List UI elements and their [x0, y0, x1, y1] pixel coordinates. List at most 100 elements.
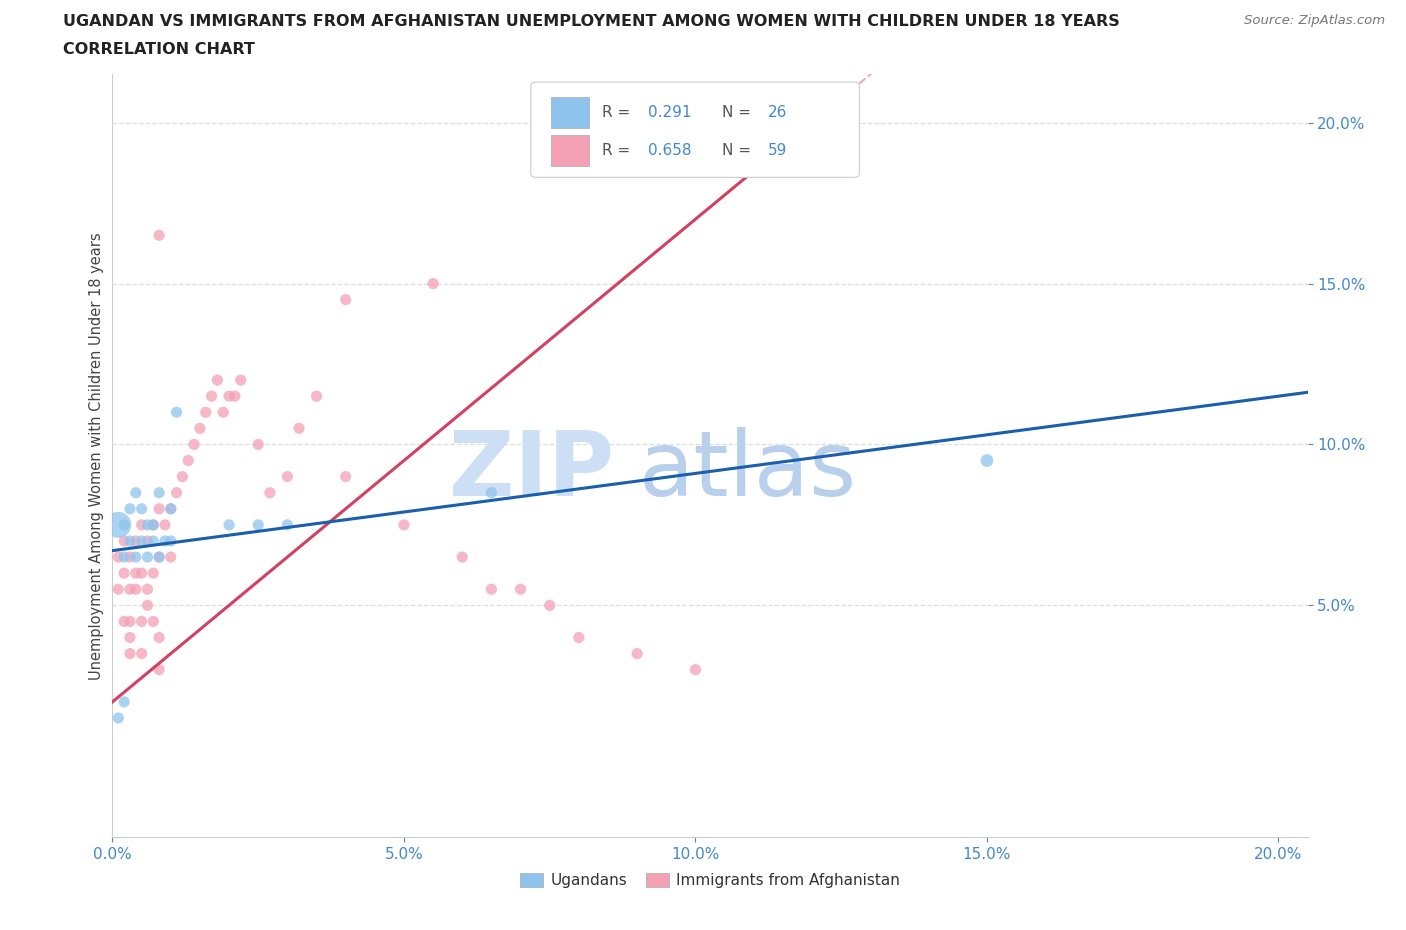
Point [305, 389, 328, 404]
Point [131, 614, 153, 629]
Text: 0.291: 0.291 [648, 105, 692, 120]
Point [118, 646, 141, 661]
Point [218, 389, 240, 404]
Text: 59: 59 [768, 143, 787, 158]
Bar [551, 98, 589, 127]
Point [159, 550, 181, 565]
Point [107, 550, 129, 565]
Point [568, 630, 591, 644]
Point [259, 485, 281, 500]
Point [107, 711, 129, 725]
Point [392, 517, 415, 532]
Point [159, 534, 181, 549]
Text: R =: R = [603, 105, 636, 120]
Point [509, 582, 531, 597]
Point [148, 550, 170, 565]
Point [136, 582, 159, 597]
Point [177, 453, 200, 468]
Point [142, 517, 165, 532]
Point [107, 582, 129, 597]
Point [976, 453, 998, 468]
FancyBboxPatch shape [531, 82, 859, 178]
Text: Source: ZipAtlas.com: Source: ZipAtlas.com [1244, 14, 1385, 27]
Point [481, 582, 503, 597]
Point [159, 501, 181, 516]
Point [172, 469, 194, 484]
Point [142, 614, 165, 629]
Text: CORRELATION CHART: CORRELATION CHART [63, 42, 254, 57]
Point [142, 517, 165, 532]
Point [112, 565, 135, 580]
Point [136, 550, 159, 565]
Point [288, 421, 311, 436]
Point [125, 565, 148, 580]
Point [142, 565, 165, 580]
Point [166, 405, 188, 419]
Text: N =: N = [723, 143, 756, 158]
Point [118, 630, 141, 644]
Point [118, 614, 141, 629]
Point [125, 550, 148, 565]
Point [125, 582, 148, 597]
Bar [551, 136, 589, 166]
Point [136, 517, 159, 532]
Text: 0.658: 0.658 [648, 143, 692, 158]
Point [207, 373, 229, 388]
Point [481, 485, 503, 500]
Point [125, 485, 148, 500]
Point [148, 550, 170, 565]
Text: N =: N = [723, 105, 756, 120]
Point [118, 501, 141, 516]
Point [112, 534, 135, 549]
Point [131, 534, 153, 549]
Point [136, 534, 159, 549]
Text: ZIP: ZIP [450, 427, 614, 515]
Point [131, 565, 153, 580]
Point [538, 598, 561, 613]
Text: UGANDAN VS IMMIGRANTS FROM AFGHANISTAN UNEMPLOYMENT AMONG WOMEN WITH CHILDREN UN: UGANDAN VS IMMIGRANTS FROM AFGHANISTAN U… [63, 14, 1121, 29]
Point [131, 646, 153, 661]
Point [276, 469, 298, 484]
Point [118, 534, 141, 549]
Point [131, 517, 153, 532]
Point [212, 405, 235, 419]
Legend: Ugandans, Immigrants from Afghanistan: Ugandans, Immigrants from Afghanistan [513, 867, 907, 894]
Point [148, 501, 170, 516]
Point [218, 517, 240, 532]
Point [194, 405, 217, 419]
Point [125, 534, 148, 549]
Point [131, 501, 153, 516]
Point [335, 292, 357, 307]
Text: atlas: atlas [638, 427, 856, 515]
Point [148, 228, 170, 243]
Point [136, 598, 159, 613]
Point [112, 550, 135, 565]
Point [153, 517, 176, 532]
Point [276, 517, 298, 532]
Point [118, 550, 141, 565]
Point [422, 276, 444, 291]
Point [451, 550, 474, 565]
Point [112, 614, 135, 629]
Point [148, 630, 170, 644]
Point [142, 534, 165, 549]
Point [229, 373, 252, 388]
Point [153, 534, 176, 549]
Point [247, 517, 270, 532]
Point [183, 437, 205, 452]
Text: 26: 26 [768, 105, 787, 120]
Point [118, 582, 141, 597]
Point [247, 437, 270, 452]
Point [188, 421, 211, 436]
Text: R =: R = [603, 143, 636, 158]
Point [148, 485, 170, 500]
Point [626, 646, 648, 661]
Y-axis label: Unemployment Among Women with Children Under 18 years: Unemployment Among Women with Children U… [89, 232, 104, 680]
Point [685, 662, 707, 677]
Point [335, 469, 357, 484]
Point [112, 695, 135, 710]
Point [159, 501, 181, 516]
Point [200, 389, 222, 404]
Point [148, 662, 170, 677]
Point [112, 517, 135, 532]
